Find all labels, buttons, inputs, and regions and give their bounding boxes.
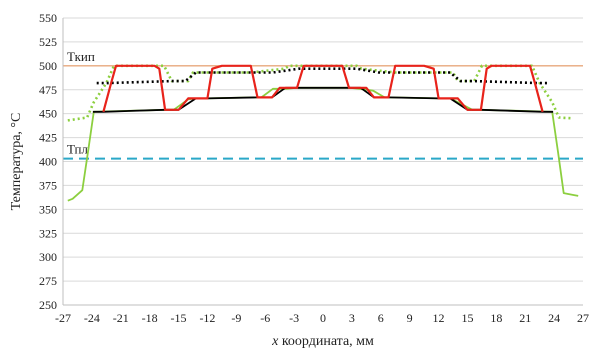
series-line-4 — [102, 64, 544, 113]
y-tick-label: 525 — [39, 35, 57, 49]
y-tick-label: 500 — [39, 59, 57, 73]
x-tick-label: 21 — [519, 311, 531, 325]
x-tick-label: -21 — [113, 311, 129, 325]
y-tick-label: 450 — [39, 107, 57, 121]
series-group — [67, 64, 579, 202]
x-tick-label: 12 — [433, 311, 445, 325]
x-tick-label: 24 — [548, 311, 560, 325]
series-line-0 — [67, 64, 574, 122]
y-tick-label: 425 — [39, 131, 57, 145]
x-tick-label: -12 — [199, 311, 215, 325]
y-tick-label: 400 — [39, 155, 57, 169]
y-tick-label: 250 — [39, 298, 57, 312]
y-tick-label: 375 — [39, 178, 57, 192]
y-tick-label: 550 — [39, 11, 57, 25]
x-tick-label: 3 — [349, 311, 355, 325]
x-tick-label: -15 — [171, 311, 187, 325]
x-tick-label: -9 — [231, 311, 241, 325]
x-tick-label: -18 — [142, 311, 158, 325]
x-axis-title-rest: координата, мм — [278, 334, 374, 349]
y-axis-title: Температура, °С — [9, 113, 24, 211]
axes — [62, 18, 583, 306]
x-tick-label: 0 — [320, 311, 326, 325]
x-tick-label: 9 — [407, 311, 413, 325]
grid — [63, 17, 583, 306]
reference-label-tkip: Ткип — [67, 49, 95, 64]
x-tick-label: -3 — [289, 311, 299, 325]
x-axis-title-var: x — [271, 334, 279, 349]
series-line-2 — [67, 86, 579, 202]
y-tick-label: 300 — [39, 250, 57, 264]
y-tick-label: 475 — [39, 83, 57, 97]
x-tick-label: -6 — [260, 311, 270, 325]
y-tick-label: 350 — [39, 202, 57, 216]
series-line-1 — [96, 67, 550, 85]
y-tick-label: 275 — [39, 274, 57, 288]
x-tick-label: -24 — [84, 311, 100, 325]
x-tick-label: 27 — [577, 311, 589, 325]
reference-label-tpl: Тпл — [67, 142, 88, 157]
tick-labels: 250 275 300 325 350 375 400 425 450 475 500 525 550 -… — [39, 11, 589, 325]
x-tick-label: 18 — [490, 311, 502, 325]
x-tick-label: 6 — [378, 311, 384, 325]
y-tick-label: 325 — [39, 226, 57, 240]
x-tick-label: -27 — [55, 311, 71, 325]
x-axis-title: x координата, мм — [271, 334, 374, 349]
x-tick-label: 15 — [461, 311, 473, 325]
